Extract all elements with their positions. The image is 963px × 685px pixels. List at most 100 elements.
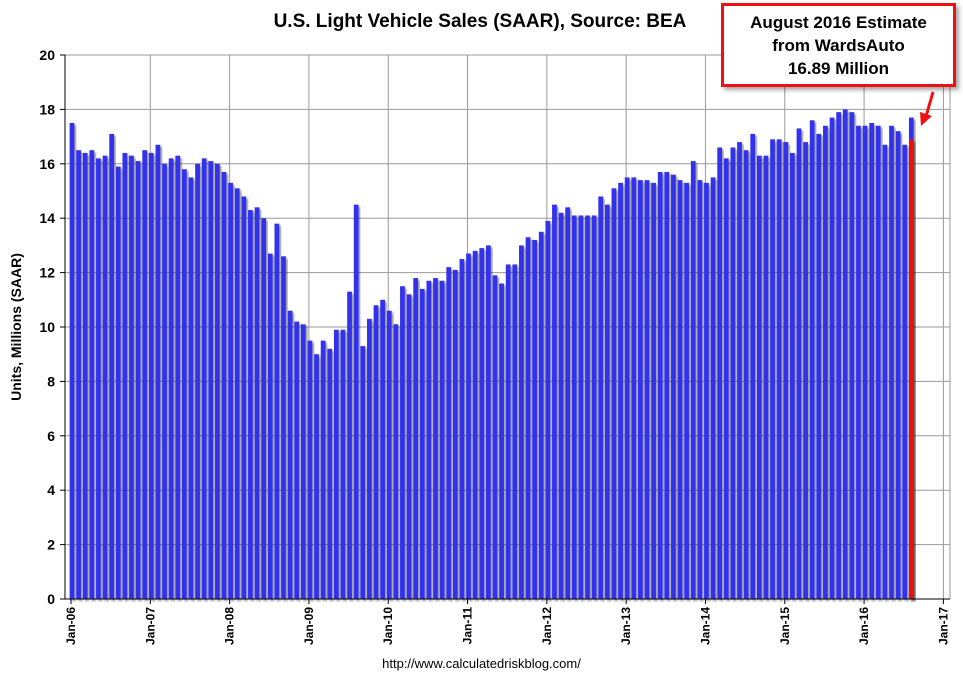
bar bbox=[869, 123, 875, 599]
x-tick-label: Jan-17 bbox=[936, 607, 950, 645]
bar bbox=[730, 147, 736, 600]
bar bbox=[287, 310, 293, 599]
bar bbox=[261, 218, 267, 599]
bar bbox=[552, 204, 557, 599]
bar bbox=[598, 196, 604, 599]
bar bbox=[842, 109, 848, 600]
bar bbox=[386, 310, 392, 599]
bar bbox=[862, 125, 868, 599]
bar bbox=[505, 264, 511, 599]
bar bbox=[340, 329, 346, 599]
bar bbox=[618, 182, 623, 599]
bar bbox=[155, 144, 161, 599]
x-tick-label: Jan-12 bbox=[540, 607, 554, 645]
y-tick-label: 8 bbox=[47, 373, 55, 389]
bar bbox=[82, 152, 88, 600]
bar bbox=[849, 112, 855, 600]
bar bbox=[664, 171, 670, 599]
bar bbox=[895, 131, 901, 599]
bar bbox=[571, 215, 577, 600]
bar bbox=[558, 212, 564, 599]
x-tick-label: Jan-09 bbox=[302, 607, 316, 645]
bar bbox=[459, 259, 465, 599]
bar bbox=[162, 163, 167, 600]
bar bbox=[353, 204, 359, 599]
bar bbox=[578, 215, 584, 600]
bar bbox=[717, 147, 723, 600]
bar bbox=[479, 248, 485, 599]
bar bbox=[466, 253, 471, 599]
bar-estimate bbox=[908, 139, 914, 599]
bar bbox=[360, 346, 366, 599]
y-tick-label: 20 bbox=[39, 47, 55, 63]
bar bbox=[281, 256, 286, 599]
x-tick-label: Jan-06 bbox=[64, 607, 78, 645]
bar bbox=[604, 204, 610, 599]
bar bbox=[684, 182, 690, 599]
x-tick-label: Jan-13 bbox=[619, 607, 633, 645]
bar bbox=[201, 158, 207, 600]
y-tick-label: 4 bbox=[47, 482, 55, 498]
bar bbox=[181, 169, 187, 600]
bar bbox=[373, 305, 379, 599]
bar bbox=[756, 155, 762, 599]
x-tick-label: Jan-15 bbox=[778, 607, 792, 645]
x-tick-label: Jan-08 bbox=[223, 607, 237, 645]
y-tick-label: 18 bbox=[39, 101, 55, 117]
bar bbox=[168, 158, 174, 600]
bar bbox=[109, 133, 115, 599]
axes bbox=[60, 54, 950, 604]
y-tick-label: 10 bbox=[39, 319, 55, 335]
bar bbox=[829, 117, 835, 599]
bar bbox=[274, 223, 280, 599]
bar bbox=[545, 220, 551, 600]
callout-line-3: 16.89 Million bbox=[787, 58, 890, 78]
source-url: http://www.calculatedriskblog.com/ bbox=[382, 656, 581, 671]
chart-title: U.S. Light Vehicle Sales (SAAR), Source:… bbox=[274, 11, 687, 32]
bar bbox=[538, 231, 544, 600]
bar bbox=[856, 125, 861, 599]
x-tick-label: Jan-07 bbox=[143, 607, 157, 645]
bar bbox=[195, 163, 200, 600]
y-axis-ticks: 0 2 4 6 8 10 12 14 16 18 20 bbox=[39, 47, 55, 607]
bar bbox=[644, 180, 650, 599]
x-tick-label: Jan-14 bbox=[698, 607, 712, 645]
bar bbox=[710, 177, 716, 599]
bar bbox=[776, 139, 782, 599]
bar bbox=[809, 120, 815, 599]
bar bbox=[690, 161, 696, 599]
bar bbox=[889, 125, 894, 599]
bar bbox=[234, 188, 240, 599]
bar bbox=[492, 275, 498, 599]
estimate-callout: August 2016 Estimate from WardsAuto 16.8… bbox=[721, 3, 956, 87]
bar bbox=[836, 112, 842, 600]
bar bbox=[439, 280, 445, 599]
bar bbox=[485, 245, 491, 599]
bar bbox=[89, 150, 95, 599]
y-tick-label: 14 bbox=[39, 210, 55, 226]
bar bbox=[254, 207, 260, 599]
bar bbox=[294, 321, 300, 599]
bar bbox=[122, 152, 128, 600]
bar bbox=[446, 267, 452, 599]
bar bbox=[704, 182, 709, 599]
bar bbox=[115, 166, 121, 599]
bar bbox=[433, 278, 438, 599]
callout-arrow-head bbox=[920, 112, 932, 126]
bar bbox=[208, 161, 214, 599]
bar bbox=[565, 207, 571, 599]
bar bbox=[816, 133, 822, 599]
bar bbox=[300, 324, 306, 599]
bar bbox=[102, 155, 108, 599]
bar bbox=[902, 144, 908, 599]
x-tick-label: Jan-11 bbox=[461, 607, 475, 645]
bar bbox=[175, 155, 181, 599]
bar bbox=[307, 340, 313, 599]
bar bbox=[96, 158, 101, 600]
bar bbox=[783, 142, 789, 600]
bar bbox=[750, 133, 756, 599]
bar bbox=[215, 163, 220, 600]
bar bbox=[637, 180, 643, 599]
bar bbox=[347, 291, 352, 599]
bar bbox=[651, 182, 656, 599]
